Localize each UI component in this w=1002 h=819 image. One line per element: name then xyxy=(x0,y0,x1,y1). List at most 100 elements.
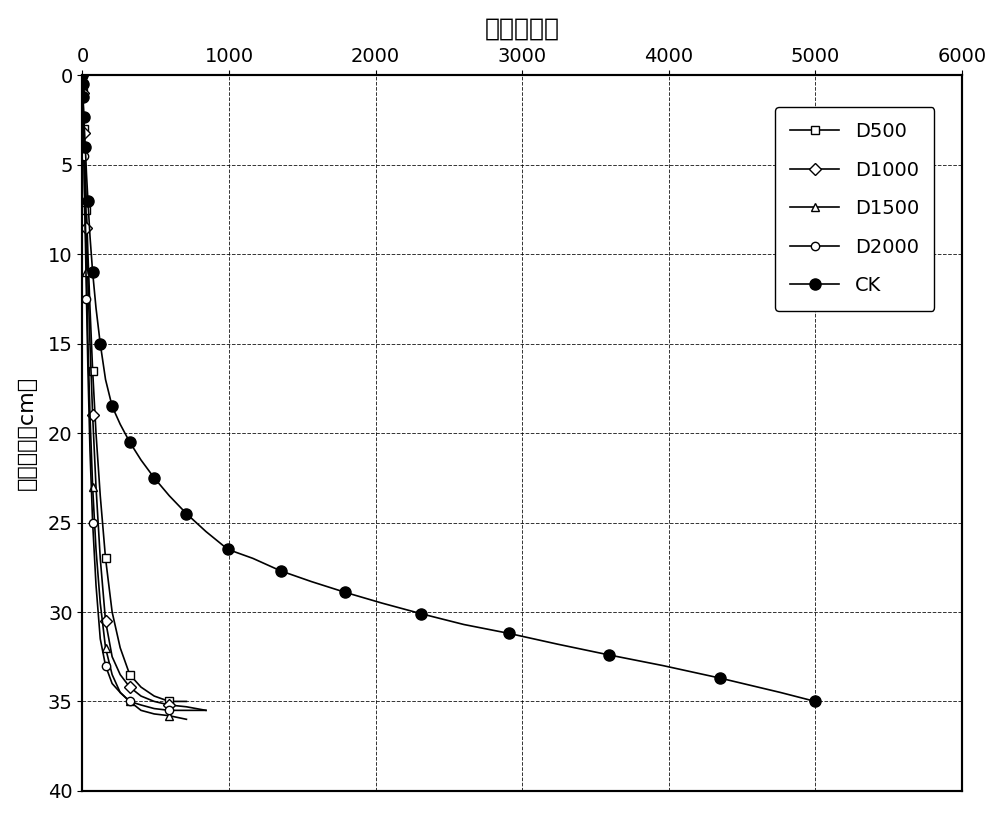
D500 xyxy=(79,169,91,179)
D1000 xyxy=(79,178,91,188)
D2000 xyxy=(99,661,111,671)
D2000 xyxy=(180,705,192,715)
D2000 xyxy=(163,705,175,715)
D1500 xyxy=(77,102,89,112)
CK xyxy=(415,609,427,618)
D1000 xyxy=(106,652,118,662)
D2000 xyxy=(77,124,89,134)
D1000 xyxy=(86,410,98,420)
D2000 xyxy=(77,106,89,116)
D500 xyxy=(148,691,160,701)
CK xyxy=(77,101,89,111)
D1500 xyxy=(77,88,89,98)
CK xyxy=(306,577,318,586)
D1000 xyxy=(148,696,160,706)
CK xyxy=(84,232,96,242)
D1000 xyxy=(78,128,90,138)
D1000 xyxy=(78,151,90,161)
CK xyxy=(199,527,211,536)
CK xyxy=(90,303,102,313)
D500 xyxy=(76,76,88,86)
D1000 xyxy=(123,682,135,692)
D500 xyxy=(78,143,90,152)
CK xyxy=(76,76,88,86)
D500 xyxy=(86,365,98,375)
CK xyxy=(713,673,725,683)
D2000 xyxy=(80,294,92,304)
D1500 xyxy=(106,670,118,680)
D2000 xyxy=(148,704,160,713)
Line: D1500: D1500 xyxy=(78,71,190,723)
D500 xyxy=(135,682,147,692)
D500 xyxy=(76,81,88,91)
D500 xyxy=(114,643,126,653)
CK xyxy=(76,79,88,89)
CK xyxy=(77,85,89,95)
D1500 xyxy=(123,696,135,706)
D1000 xyxy=(76,70,88,80)
D500 xyxy=(77,97,89,107)
CK xyxy=(78,124,90,134)
CK xyxy=(80,169,92,179)
D2000 xyxy=(78,187,90,197)
Legend: D500, D1000, D1500, D2000, CK: D500, D1000, D1500, D2000, CK xyxy=(775,106,934,310)
D1000 xyxy=(84,339,96,349)
CK xyxy=(94,339,106,349)
D2000 xyxy=(123,696,135,706)
CK xyxy=(77,92,89,102)
D2000 xyxy=(106,679,118,689)
Line: D2000: D2000 xyxy=(78,71,209,714)
D1000 xyxy=(76,81,88,91)
D500 xyxy=(82,250,94,260)
D2000 xyxy=(77,92,89,102)
D1500 xyxy=(76,70,88,80)
D1500 xyxy=(180,714,192,724)
D1500 xyxy=(82,339,94,349)
D500 xyxy=(76,70,88,80)
D2000 xyxy=(86,518,98,527)
D2000 xyxy=(82,365,94,375)
D1500 xyxy=(79,214,91,224)
D1500 xyxy=(86,482,98,491)
D2000 xyxy=(84,446,96,456)
CK xyxy=(376,598,388,608)
CK xyxy=(551,640,563,649)
CK xyxy=(246,554,259,563)
CK xyxy=(275,566,287,576)
CK xyxy=(809,696,821,706)
CK xyxy=(457,620,469,630)
D1500 xyxy=(148,709,160,719)
D1500 xyxy=(114,688,126,698)
CK xyxy=(123,437,135,447)
Line: D500: D500 xyxy=(78,71,190,706)
D1000 xyxy=(135,691,147,701)
D500 xyxy=(106,607,118,617)
D1500 xyxy=(163,711,175,721)
D1000 xyxy=(163,700,175,710)
D1000 xyxy=(82,276,94,286)
D1500 xyxy=(99,643,111,653)
D1000 xyxy=(77,110,89,120)
D2000 xyxy=(135,700,147,710)
D2000 xyxy=(199,705,211,715)
D1000 xyxy=(199,705,211,715)
Line: CK: CK xyxy=(77,70,820,707)
D2000 xyxy=(76,83,88,93)
D1500 xyxy=(78,174,90,184)
CK xyxy=(656,661,668,671)
CK xyxy=(114,419,126,429)
Y-axis label: 入渗深度（cm）: 入渗深度（cm） xyxy=(17,376,37,491)
D2000 xyxy=(79,232,91,242)
D2000 xyxy=(76,70,88,80)
D1500 xyxy=(78,143,90,152)
D500 xyxy=(94,491,106,500)
D1500 xyxy=(135,705,147,715)
D1000 xyxy=(77,88,89,98)
D1500 xyxy=(76,81,88,91)
CK xyxy=(774,688,786,698)
D500 xyxy=(123,670,135,680)
D1000 xyxy=(180,702,192,712)
D2000 xyxy=(114,688,126,698)
CK xyxy=(82,196,94,206)
CK xyxy=(135,455,147,465)
